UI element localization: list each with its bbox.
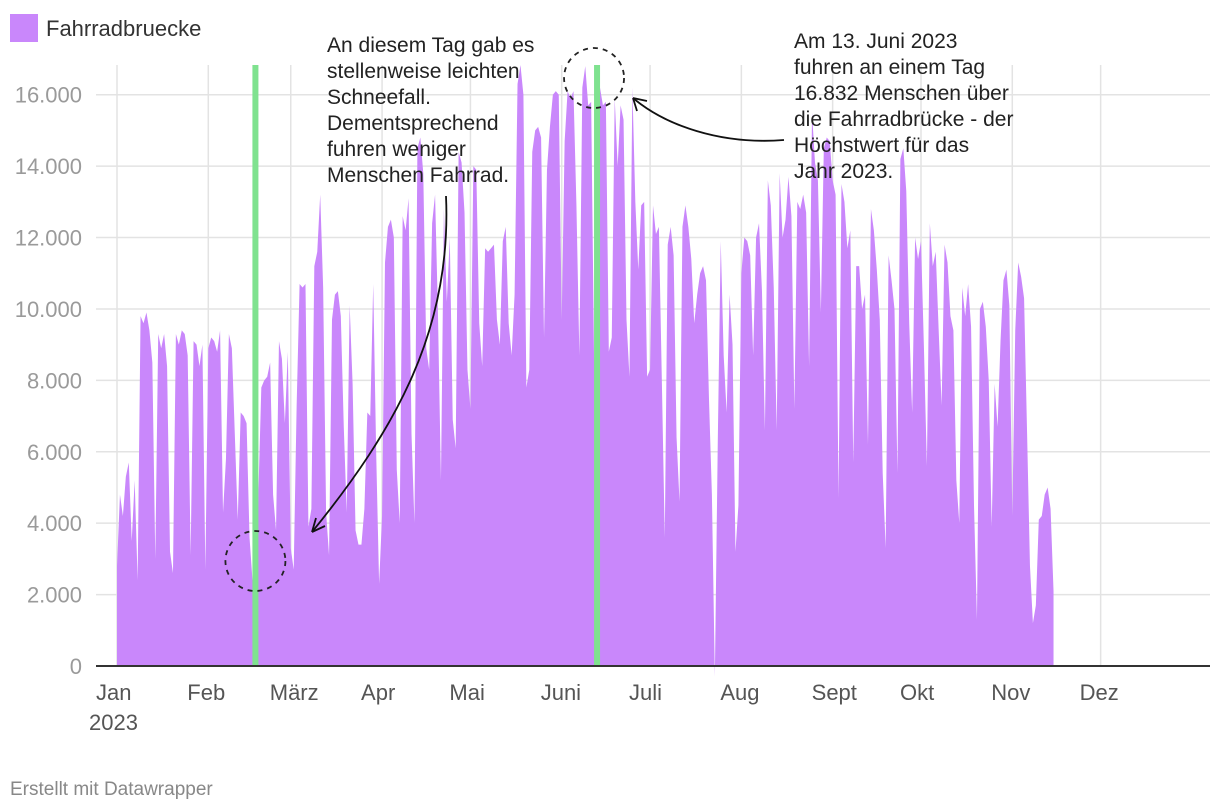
annotation-layer: An diesem Tag gab es stellenweise leichte…	[224, 30, 1013, 592]
annotation-peak-text: Am 13. Juni 2023 fuhren an einem Tag 16.83…	[794, 30, 1013, 183]
area-layer	[117, 65, 1054, 677]
annotation-line: fuhren weniger	[327, 138, 466, 161]
y-tick-label: 2.000	[27, 583, 82, 608]
x-tick-label: Sept	[812, 680, 857, 705]
highlight-layer	[252, 65, 601, 666]
annotation-peak-circle	[563, 47, 625, 109]
x-tick-label: Jan	[96, 680, 131, 705]
x-tick-label: Nov	[991, 680, 1030, 705]
highlight-bar-hoechstwert-tag	[594, 65, 601, 666]
x-tick-label: März	[270, 680, 319, 705]
annotation-line: Schneefall.	[327, 86, 431, 109]
series-area-fahrradbruecke	[117, 65, 1054, 677]
x-tick-label: Apr	[361, 680, 395, 705]
annotation-peak-arrowhead	[632, 97, 648, 112]
annotation-line: stellenweise leichten	[327, 60, 520, 83]
annotation-peak-arrow	[632, 97, 785, 142]
y-tick-label: 12.000	[15, 226, 82, 251]
annotation-snow-text: An diesem Tag gab es stellenweise leichte…	[327, 34, 534, 187]
y-tick-label: 0	[70, 654, 82, 679]
annotation-line: An diesem Tag gab es	[327, 34, 534, 57]
annotation-line: fuhren an einem Tag	[794, 56, 985, 79]
annotation-snow-arrowhead	[311, 517, 326, 533]
x-tick-label: Dez	[1080, 680, 1119, 705]
annotation-line: Dementsprechend	[327, 112, 499, 135]
y-tick-label: 10.000	[15, 297, 82, 322]
x-tick-label: Aug	[720, 680, 759, 705]
annotation-line: Jahr 2023.	[794, 160, 893, 183]
annotation-line: 16.832 Menschen über	[794, 82, 1009, 105]
y-tick-label: 16.000	[15, 83, 82, 108]
annotation-snow-arrow	[311, 195, 448, 533]
annotation-line: Am 13. Juni 2023	[794, 30, 957, 53]
y-tick-label: 8.000	[27, 368, 82, 393]
y-tick-label: 14.000	[15, 154, 82, 179]
legend-label: Fahrradbruecke	[46, 16, 201, 41]
x-tick-year-label: 2023	[89, 710, 138, 735]
axis-layer: Jan 2023 Feb März Apr Mai Juni Juli Aug Sept Okt No…	[89, 665, 1210, 735]
annotation-line: die Fahrradbrücke - der	[794, 108, 1013, 131]
highlight-bar-schnee-tag	[252, 65, 259, 666]
y-tick-label: 6.000	[27, 440, 82, 465]
legend: Fahrradbruecke	[10, 14, 201, 42]
annotation-line: Menschen Fahrrad.	[327, 164, 509, 187]
annotation-snow-circle	[224, 530, 287, 592]
x-tick-label: Juni	[541, 680, 581, 705]
annotation-line: Höchstwert für das	[794, 134, 969, 157]
x-tick-label: Juli	[629, 680, 662, 705]
credit-text: Erstellt mit Datawrapper	[10, 779, 213, 800]
x-tick-label: Feb	[187, 680, 225, 705]
x-tick-label: Okt	[900, 680, 934, 705]
x-tick-label: Mai	[449, 680, 484, 705]
y-tick-label: 4.000	[27, 511, 82, 536]
legend-swatch	[10, 14, 38, 42]
